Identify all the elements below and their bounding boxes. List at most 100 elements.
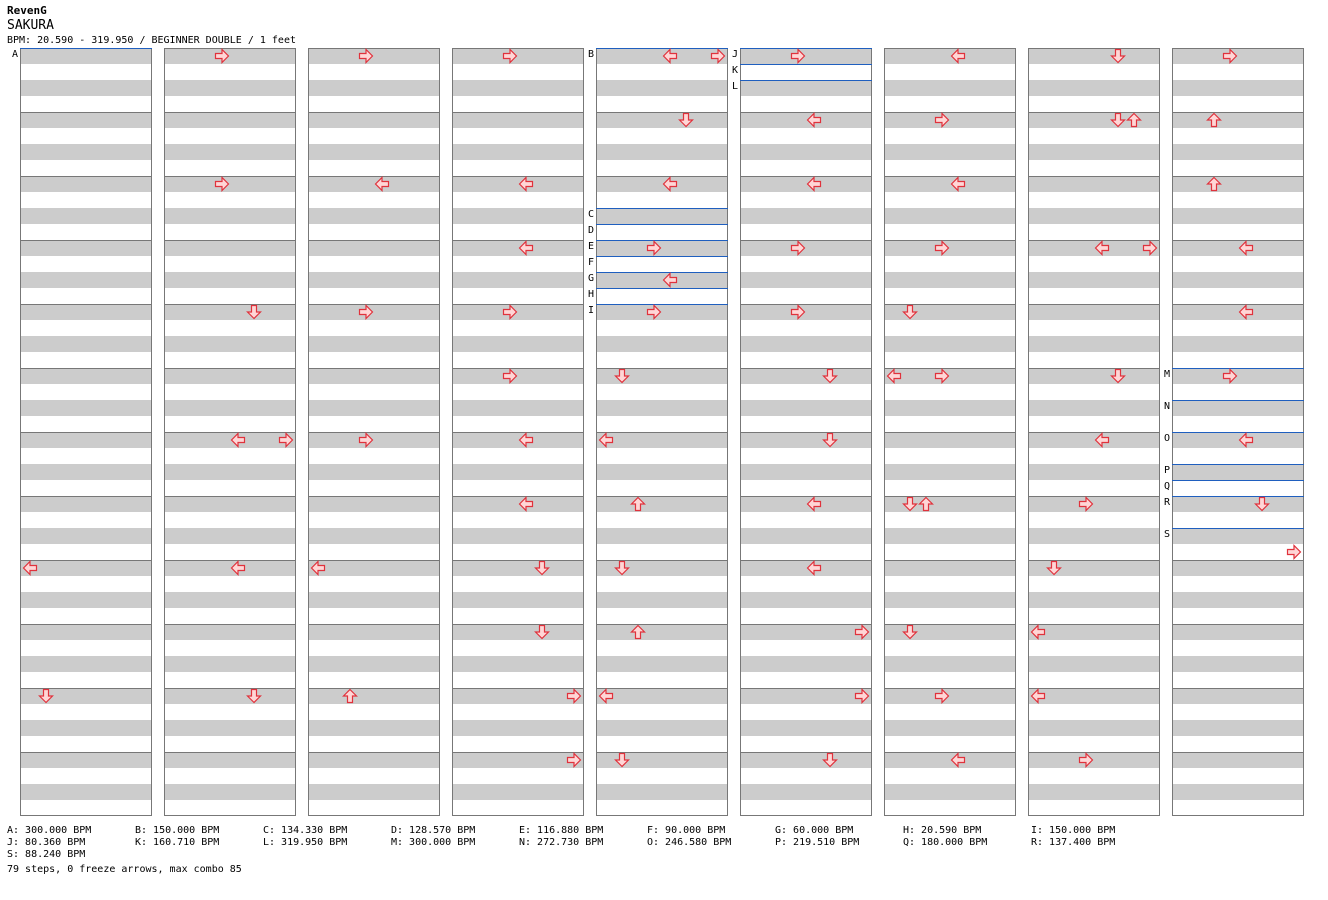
beat-stripe <box>740 112 872 128</box>
beat-stripe <box>1028 48 1160 64</box>
beat-stripe <box>1028 752 1160 768</box>
beat-stripe <box>308 208 440 224</box>
beat-stripe <box>1172 240 1304 256</box>
beat-stripe <box>740 240 872 256</box>
beat-stripe <box>1172 304 1304 320</box>
beat-stripe <box>884 48 1016 64</box>
down-arrow-icon <box>534 560 550 576</box>
right-arrow-icon <box>278 432 294 448</box>
bpm-legend-item: B: 150.000 BPM <box>135 825 220 836</box>
beat-stripe <box>1172 528 1304 544</box>
beat-stripe <box>20 112 152 128</box>
beat-stripe <box>884 560 1016 576</box>
beat-stripe <box>164 368 296 384</box>
right-arrow-icon <box>1286 544 1302 560</box>
beat-stripe <box>884 400 1016 416</box>
beat-stripe <box>20 496 152 512</box>
beat-stripe <box>596 272 728 288</box>
beat-stripe <box>1028 688 1160 704</box>
beat-stripe <box>596 48 728 64</box>
bpm-marker-label: J <box>732 49 738 60</box>
left-arrow-icon <box>806 496 822 512</box>
beat-stripe <box>308 176 440 192</box>
beat-stripe <box>596 496 728 512</box>
beat-stripe <box>452 336 584 352</box>
right-arrow-icon <box>1078 496 1094 512</box>
beat-stripe <box>1028 304 1160 320</box>
beat-stripe <box>884 624 1016 640</box>
column-border <box>308 48 440 816</box>
beat-stripe <box>308 432 440 448</box>
beat-stripe <box>452 208 584 224</box>
beat-stripe <box>884 528 1016 544</box>
beat-stripe <box>452 272 584 288</box>
up-arrow-icon <box>630 496 646 512</box>
beat-stripe <box>596 240 728 256</box>
beat-stripe <box>164 272 296 288</box>
right-arrow-icon <box>502 368 518 384</box>
left-arrow-icon <box>230 432 246 448</box>
beat-stripe <box>884 752 1016 768</box>
bpm-legend-item: E: 116.880 BPM <box>519 825 604 836</box>
bpm-marker-label: G <box>588 273 594 284</box>
beat-stripe <box>164 432 296 448</box>
beat-stripe <box>164 48 296 64</box>
artist-name: RevenG <box>7 4 47 17</box>
beat-stripe <box>1028 112 1160 128</box>
right-arrow-icon <box>934 368 950 384</box>
beat-stripe <box>1172 272 1304 288</box>
down-arrow-icon <box>822 752 838 768</box>
beat-stripe <box>596 752 728 768</box>
right-arrow-icon <box>934 112 950 128</box>
beat-stripe <box>884 464 1016 480</box>
beat-stripe <box>884 592 1016 608</box>
beat-stripe <box>740 656 872 672</box>
bpm-legend-item: O: 246.580 BPM <box>647 837 732 848</box>
right-arrow-icon <box>646 304 662 320</box>
bpm-legend-item: H: 20.590 BPM <box>903 825 982 836</box>
right-arrow-icon <box>854 688 870 704</box>
beat-stripe <box>452 720 584 736</box>
beat-stripe <box>596 432 728 448</box>
beat-stripe <box>1172 688 1304 704</box>
right-arrow-icon <box>214 48 230 64</box>
beat-stripe <box>308 272 440 288</box>
beat-stripe <box>884 688 1016 704</box>
left-arrow-icon <box>598 432 614 448</box>
right-arrow-icon <box>358 48 374 64</box>
right-arrow-icon <box>214 176 230 192</box>
column-border <box>452 48 584 816</box>
left-arrow-icon <box>1094 432 1110 448</box>
beat-stripe <box>164 752 296 768</box>
bpm-marker-label: Q <box>1164 481 1170 492</box>
beat-stripe <box>308 496 440 512</box>
beat-stripe <box>740 400 872 416</box>
bpm-legend-item: M: 300.000 BPM <box>391 837 476 848</box>
beat-stripe <box>1028 784 1160 800</box>
bpm-legend-item: Q: 180.000 BPM <box>903 837 988 848</box>
beat-stripe <box>1172 592 1304 608</box>
left-arrow-icon <box>662 272 678 288</box>
beat-stripe <box>1172 336 1304 352</box>
beat-stripe <box>308 48 440 64</box>
column-border <box>1028 48 1160 816</box>
bpm-legend-item: K: 160.710 BPM <box>135 837 220 848</box>
beat-stripe <box>1028 240 1160 256</box>
bpm-legend-item: G: 60.000 BPM <box>775 825 854 836</box>
right-arrow-icon <box>566 688 582 704</box>
beat-stripe <box>164 144 296 160</box>
beat-stripe <box>308 624 440 640</box>
bpm-marker-label: S <box>1164 529 1170 540</box>
beat-stripe <box>596 368 728 384</box>
beat-stripe <box>452 592 584 608</box>
beat-stripe <box>452 400 584 416</box>
bpm-marker-label: E <box>588 241 594 252</box>
right-arrow-icon <box>646 240 662 256</box>
bpm-legend-item: I: 150.000 BPM <box>1031 825 1116 836</box>
left-arrow-icon <box>806 112 822 128</box>
bpm-marker-label: H <box>588 289 594 300</box>
bpm-legend-item: S: 88.240 BPM <box>7 849 86 860</box>
bpm-marker-label: P <box>1164 465 1170 476</box>
beat-stripe <box>740 208 872 224</box>
beat-stripe <box>884 368 1016 384</box>
